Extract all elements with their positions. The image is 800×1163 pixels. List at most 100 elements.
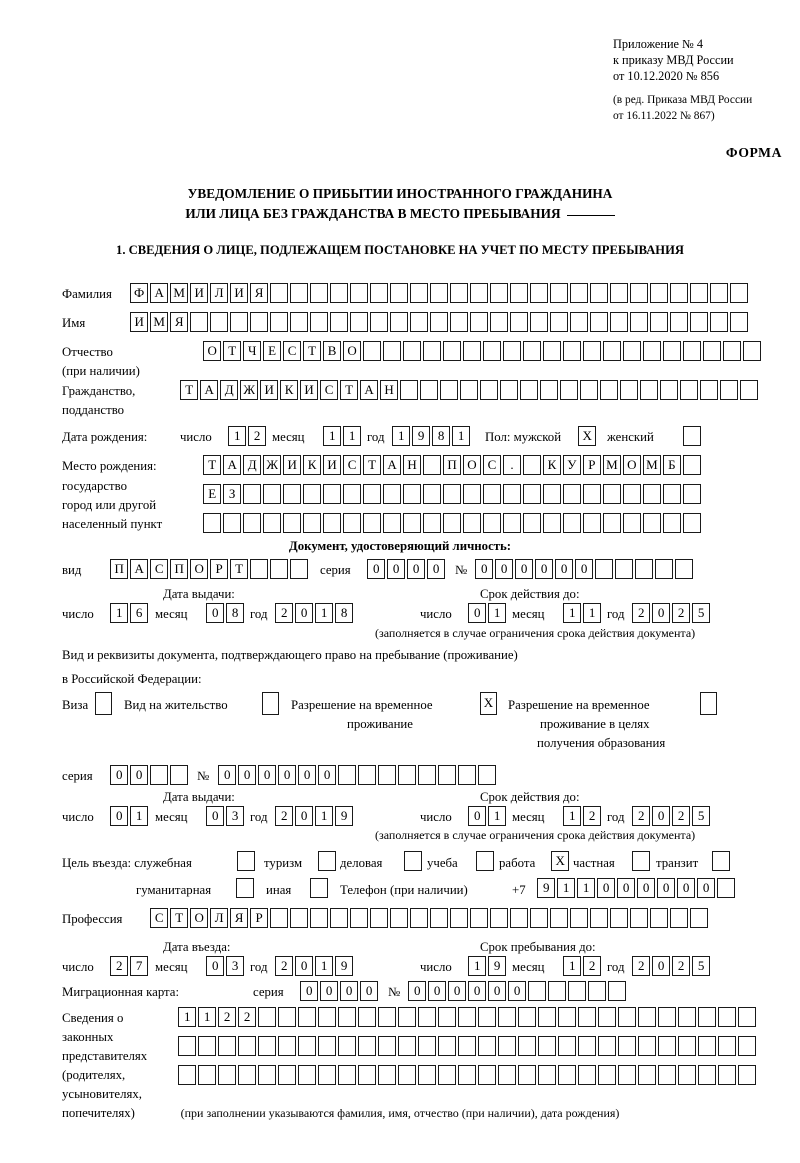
char-box[interactable] (662, 484, 682, 504)
char-box[interactable]: 2 (247, 426, 267, 446)
char-box[interactable] (409, 312, 429, 332)
char-box[interactable]: И (259, 380, 279, 400)
char-box[interactable] (402, 513, 422, 533)
char-box[interactable] (737, 1007, 756, 1027)
char-box[interactable]: 0 (110, 806, 129, 826)
char-box[interactable]: 0 (656, 878, 676, 898)
char-box[interactable] (699, 380, 718, 400)
char-box[interactable]: 0 (408, 981, 427, 1001)
char-box[interactable]: 0 (427, 981, 447, 1001)
char-box[interactable] (582, 484, 602, 504)
char-box[interactable] (562, 513, 582, 533)
char-box[interactable]: 2 (671, 603, 691, 623)
char-box[interactable] (717, 1036, 736, 1056)
char-box[interactable]: 2 (632, 806, 651, 826)
char-box[interactable]: 0 (468, 603, 487, 623)
char-box[interactable] (397, 765, 417, 785)
char-box[interactable]: 1 (563, 806, 582, 826)
char-box[interactable] (622, 341, 642, 361)
char-box[interactable] (629, 908, 649, 928)
char-box[interactable] (539, 380, 559, 400)
char-box[interactable] (637, 1065, 657, 1085)
char-box[interactable] (597, 1007, 617, 1027)
char-box[interactable]: И (322, 455, 342, 475)
char-box[interactable] (402, 484, 422, 504)
char-box[interactable] (497, 1065, 517, 1085)
char-box[interactable] (429, 312, 449, 332)
char-box[interactable]: 0 (616, 878, 636, 898)
char-box[interactable]: И (130, 312, 149, 332)
char-box[interactable] (569, 312, 589, 332)
char-box[interactable] (674, 559, 694, 579)
char-box[interactable]: И (299, 380, 319, 400)
char-box[interactable] (597, 1065, 617, 1085)
char-box[interactable] (389, 908, 409, 928)
char-box[interactable] (357, 765, 377, 785)
char-box[interactable] (602, 513, 622, 533)
char-box[interactable] (357, 1007, 377, 1027)
char-box[interactable]: 2 (217, 1007, 237, 1027)
char-box[interactable]: 2 (632, 603, 651, 623)
char-box[interactable] (282, 513, 302, 533)
char-box[interactable]: П (169, 559, 189, 579)
char-box[interactable] (262, 484, 282, 504)
char-box[interactable] (689, 283, 708, 303)
char-box[interactable] (349, 283, 369, 303)
char-box[interactable]: 0 (651, 603, 671, 623)
char-box[interactable]: 0 (494, 559, 514, 579)
char-box[interactable]: 0 (534, 559, 554, 579)
char-box[interactable]: 0 (237, 765, 257, 785)
char-box[interactable] (482, 484, 502, 504)
char-box[interactable] (257, 1065, 277, 1085)
char-box[interactable] (709, 312, 728, 332)
visa-checkbox[interactable] (95, 692, 112, 715)
char-box[interactable] (517, 1036, 537, 1056)
char-box[interactable] (659, 380, 679, 400)
char-box[interactable]: А (222, 455, 242, 475)
char-box[interactable]: 5 (691, 806, 711, 826)
char-box[interactable] (317, 1007, 337, 1027)
char-box[interactable] (429, 283, 449, 303)
char-box[interactable]: Р (582, 455, 602, 475)
char-box[interactable]: 1 (228, 426, 247, 446)
char-box[interactable]: И (189, 283, 209, 303)
char-box[interactable]: О (622, 455, 642, 475)
char-box[interactable] (302, 513, 322, 533)
char-box[interactable] (602, 484, 622, 504)
char-box[interactable] (178, 1036, 197, 1056)
char-box[interactable] (229, 312, 249, 332)
char-box[interactable]: 0 (129, 765, 149, 785)
char-box[interactable] (317, 1065, 337, 1085)
char-box[interactable] (457, 1007, 477, 1027)
char-box[interactable] (497, 1036, 517, 1056)
char-box[interactable]: 1 (576, 878, 596, 898)
char-box[interactable] (629, 312, 648, 332)
char-box[interactable] (594, 559, 614, 579)
char-box[interactable] (649, 908, 668, 928)
char-box[interactable]: У (562, 455, 582, 475)
char-box[interactable] (257, 1007, 277, 1027)
char-box[interactable] (719, 380, 738, 400)
char-box[interactable] (677, 1007, 696, 1027)
char-box[interactable]: К (302, 455, 322, 475)
char-box[interactable] (522, 513, 542, 533)
char-box[interactable] (389, 312, 409, 332)
char-box[interactable] (382, 341, 402, 361)
legal-rep-boxes-row-3[interactable] (178, 1065, 756, 1085)
birthplace-boxes-row-3[interactable] (203, 513, 702, 533)
char-box[interactable] (462, 513, 482, 533)
char-box[interactable] (542, 513, 562, 533)
char-box[interactable] (649, 283, 668, 303)
char-box[interactable] (549, 908, 569, 928)
